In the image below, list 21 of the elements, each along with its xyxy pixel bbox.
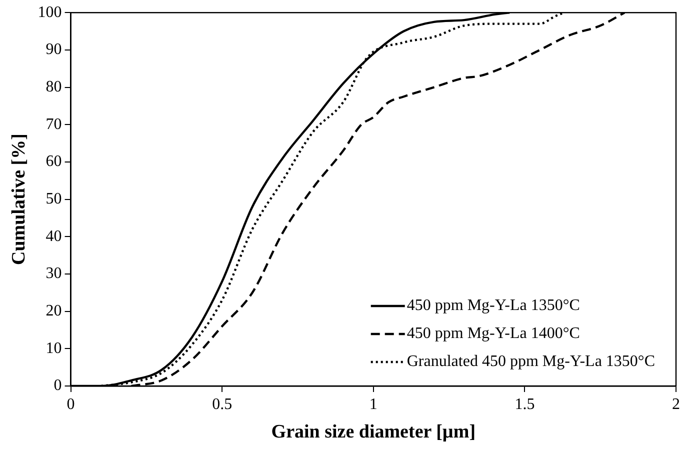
x-axis-title: Grain size diameter [µm] xyxy=(271,422,476,443)
y-tick-label: 40 xyxy=(46,228,62,245)
y-tick-label: 90 xyxy=(46,41,62,58)
y-tick-label: 10 xyxy=(46,340,62,357)
y-tick-label: 20 xyxy=(46,302,62,320)
y-tick-label: 50 xyxy=(46,190,62,208)
y-axis-title: Cumulative [%] xyxy=(8,134,30,266)
y-tick-label: 0 xyxy=(54,377,62,394)
x-tick-label: 2 xyxy=(672,396,680,413)
x-tick-label: 0.5 xyxy=(212,396,232,413)
legend-label: Granulated 450 ppm Mg-Y-La 1350°C xyxy=(406,353,656,370)
x-tick-label: 1.5 xyxy=(514,396,535,413)
y-tick-label: 70 xyxy=(46,116,62,133)
y-tick-label: 100 xyxy=(38,4,62,21)
y-tick-label: 60 xyxy=(46,153,62,170)
legend-label: 450 ppm Mg-Y-La 1400°C xyxy=(406,325,580,342)
legend-label: 450 ppm Mg-Y-La 1350°C xyxy=(406,297,580,314)
y-tick-label: 30 xyxy=(46,265,62,282)
y-tick-label: 80 xyxy=(46,78,62,96)
x-tick-label: 1 xyxy=(369,396,378,413)
x-tick-label: 0 xyxy=(66,396,75,413)
